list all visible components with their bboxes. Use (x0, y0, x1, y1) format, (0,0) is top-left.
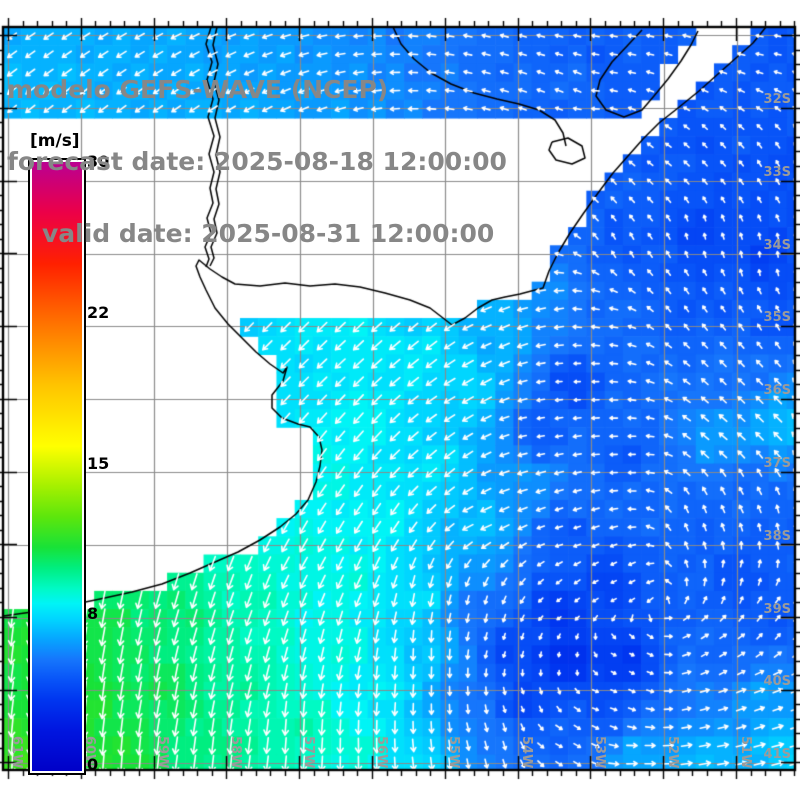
lon-label: 53W (592, 736, 607, 769)
lon-label: 54W (519, 736, 534, 769)
lon-label: 56W (374, 736, 389, 769)
lon-label: 52W (665, 736, 680, 769)
colorbar-tick-label: 15 (87, 454, 110, 473)
lat-label: 34S (763, 238, 791, 253)
colorbar-tick-label: 0 (87, 755, 99, 774)
colorbar-tick-label: 8 (87, 604, 99, 623)
colorbar-unit-label: [m/s] (30, 131, 80, 151)
lat-label: 39S (763, 602, 791, 617)
title-block: modelo GEFS-WAVE (NCEP) forecast date: 2… (7, 30, 507, 294)
lon-label: 51W (738, 736, 753, 769)
lon-label: 61W (9, 736, 24, 769)
lon-label: 58W (228, 736, 243, 769)
lon-label: 57W (301, 736, 316, 769)
valid-date-label: valid date: 2025-08-31 12:00:00 (42, 219, 495, 248)
lat-label: 41S (763, 747, 791, 762)
lat-label: 38S (763, 529, 791, 544)
colorbar-tick-label: 22 (87, 303, 110, 322)
lat-label: 32S (763, 92, 791, 107)
lat-label: 40S (763, 674, 791, 689)
colorbar-gradient (32, 162, 82, 771)
lat-label: 33S (763, 165, 791, 180)
lat-label: 35S (763, 310, 791, 325)
forecast-date-label: forecast date: 2025-08-18 12:00:00 (7, 147, 507, 176)
colorbar-tick-label: 30 (87, 152, 110, 171)
colorbar (28, 158, 86, 775)
model-title: modelo GEFS-WAVE (NCEP) (7, 75, 389, 104)
lon-label: 59W (155, 736, 170, 769)
lat-label: 37S (763, 456, 791, 471)
lat-label: 36S (763, 383, 791, 398)
lon-label: 55W (446, 736, 461, 769)
